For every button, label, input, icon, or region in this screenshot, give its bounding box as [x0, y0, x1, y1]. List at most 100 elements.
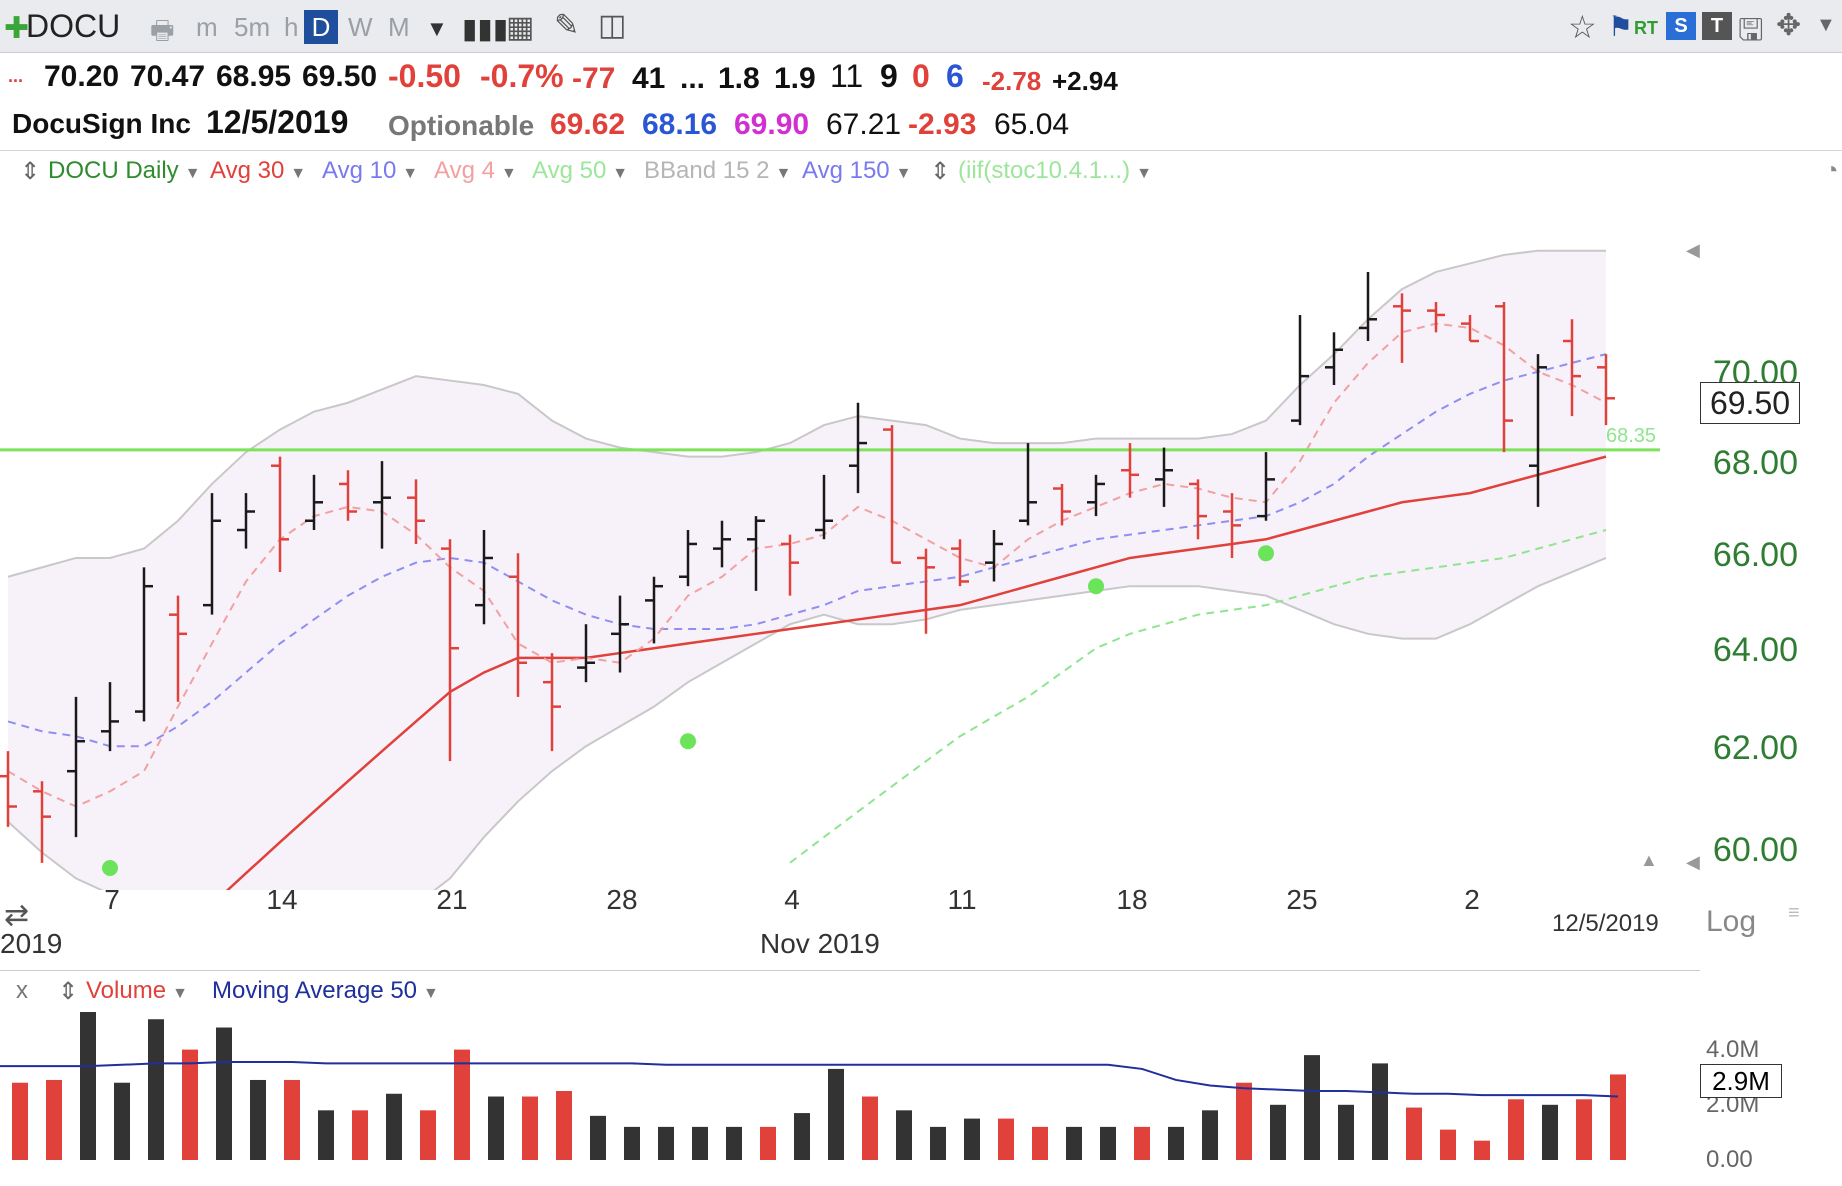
erase-icon[interactable]: ◫: [598, 9, 627, 42]
volume-bar: [522, 1096, 538, 1160]
interval-d[interactable]: D: [304, 10, 338, 44]
volume-bar: [216, 1027, 232, 1160]
ohlc-bar: [985, 530, 1003, 582]
volume-bar: [386, 1093, 402, 1160]
ohlc-bar: [441, 539, 459, 762]
ohlc-bar: [1291, 314, 1309, 426]
volume-bar: [1066, 1126, 1082, 1160]
volume-ma-label: Moving Average 50: [212, 977, 418, 1004]
indicator-stoc[interactable]: (iif(stoc10.4.1...) ▼: [958, 157, 1152, 184]
volume-ma-indicator[interactable]: Moving Average 50 ▼: [212, 977, 439, 1004]
print-icon[interactable]: 🖶: [150, 15, 175, 45]
scroll-up-icon[interactable]: ▲: [1640, 850, 1658, 870]
updown-icon[interactable]: ⇕: [20, 158, 41, 185]
avg50-line: [789, 529, 1607, 864]
updown-icon-2[interactable]: ⇕: [930, 158, 951, 185]
close-volume-icon[interactable]: x: [16, 977, 28, 1004]
volume-bar: [1576, 1099, 1592, 1160]
ohlc-bar: [1495, 301, 1513, 453]
stat-p4: 67.21: [826, 108, 902, 141]
price-change-pct: -0.7%: [480, 58, 564, 94]
stat-v2: 41: [632, 62, 666, 95]
ohlc-bar: [135, 567, 153, 722]
ohlc-bar: [407, 479, 425, 544]
star-icon[interactable]: ☆: [1568, 9, 1597, 45]
grid-icon[interactable]: ▦: [506, 11, 535, 44]
ohlc-bar: [271, 456, 289, 573]
volume-bar: [794, 1113, 810, 1160]
volume-ma-line: [0, 1061, 1619, 1098]
indicator-bband[interactable]: BBand 15 2 ▼: [644, 157, 792, 184]
volume-bar: [1610, 1074, 1626, 1160]
date-tick-label: 25: [1286, 884, 1318, 915]
price-change: -0.50: [388, 58, 461, 94]
volume-bar: [862, 1096, 878, 1160]
ohlc-bar: [1461, 314, 1479, 343]
indicator-bar: ⇕ DOCU Daily ▼ Avg 30 ▼ Avg 10 ▼ Avg 4 ▼ Avg…: [0, 150, 1842, 191]
stat-p5: -2.93: [908, 108, 977, 141]
month-label: Nov 2019: [760, 928, 880, 959]
ohlc-bar: [33, 781, 51, 863]
price-tick-label: 66.00: [1712, 535, 1798, 574]
ohlc-bar: [611, 595, 629, 673]
indicator-avg50-label: Avg 50: [532, 157, 607, 184]
volume-bar: [352, 1110, 368, 1160]
volume-bar: [896, 1110, 912, 1160]
interval-m[interactable]: m: [196, 12, 218, 42]
chart-settings-icon[interactable]: ◔: [1824, 157, 1839, 184]
interval-h[interactable]: h: [284, 12, 299, 42]
ohlc-bar: [1155, 447, 1173, 507]
volume-bar: [420, 1110, 436, 1160]
refresh-icon[interactable]: ⇄: [4, 899, 30, 932]
interval-w[interactable]: W: [348, 12, 373, 42]
volume-chart[interactable]: [0, 1012, 1700, 1186]
price-tick-label: 68.00: [1712, 443, 1798, 482]
bar-chart-icon[interactable]: ▮▮▮: [462, 13, 509, 44]
t-dropdown-icon[interactable]: T: [1702, 12, 1732, 40]
quote-line-1: ... 70.20 70.47 68.95 69.50 -0.50 -0.7% …: [0, 56, 1842, 104]
volume-bar: [148, 1019, 164, 1160]
indicator-avg150[interactable]: Avg 150 ▼: [802, 157, 912, 184]
price-chart[interactable]: 68.35: [0, 190, 1700, 890]
indicator-bband-label: BBand 15 2: [644, 157, 770, 184]
indicator-avg4-label: Avg 4: [434, 157, 495, 184]
ohlc-bar: [1257, 452, 1275, 521]
date-tick-label: 28: [606, 884, 638, 915]
move-icon[interactable]: ✥: [1776, 9, 1802, 42]
ohlc-bar: [781, 534, 799, 596]
ohlc-bar: [713, 520, 731, 568]
volume-bar: [556, 1091, 572, 1160]
scroll-left-icon-2[interactable]: ◀: [1686, 852, 1700, 872]
indicator-main[interactable]: DOCU Daily ▼: [48, 157, 201, 184]
scroll-left-icon[interactable]: ◀: [1686, 240, 1700, 260]
log-scale-toggle[interactable]: Log: [1706, 905, 1757, 938]
date-tick-label: 4: [784, 884, 800, 915]
interval-dropdown-icon[interactable]: ▼: [426, 16, 448, 41]
volume-indicator[interactable]: Volume ▼: [86, 977, 188, 1004]
s-dropdown-icon[interactable]: S: [1666, 12, 1696, 40]
avg30-line: [225, 455, 1607, 890]
indicator-avg50[interactable]: Avg 50 ▼: [532, 157, 629, 184]
stat-v8: 6: [946, 58, 964, 94]
interval-5m[interactable]: 5m: [234, 12, 271, 42]
symbol-field[interactable]: DOCU: [26, 8, 121, 44]
volume-bar: x ⇕ Volume ▼ Moving Average 50 ▼: [0, 970, 1700, 1013]
realtime-badge[interactable]: RT: [1634, 18, 1658, 38]
volume-updown-icon[interactable]: ⇕: [58, 978, 79, 1005]
volume-indicator-label: Volume: [86, 977, 167, 1004]
indicator-avg10[interactable]: Avg 10 ▼: [322, 157, 419, 184]
draw-pencil-icon[interactable]: ✎: [554, 9, 580, 42]
add-symbol-icon[interactable]: ✚: [4, 12, 30, 45]
ohlc-bar: [1563, 319, 1581, 417]
date-tick-label: 21: [436, 884, 468, 915]
quote-line-2: DocuSign Inc 12/5/2019 Optionable 69.62 …: [0, 104, 1842, 150]
menu-arrow-icon[interactable]: ▼: [1816, 14, 1836, 36]
flag-icon[interactable]: ⚑: [1608, 11, 1634, 42]
save-icon[interactable]: 🖫: [1738, 14, 1764, 47]
indicator-avg30[interactable]: Avg 30 ▼: [210, 157, 307, 184]
stat-p2: 68.16: [642, 108, 718, 141]
interval-mo[interactable]: M: [388, 12, 410, 42]
indicator-avg4[interactable]: Avg 4 ▼: [434, 157, 517, 184]
axis-menu-icon[interactable]: ≡: [1788, 902, 1800, 924]
low-price: 68.95: [216, 60, 292, 93]
